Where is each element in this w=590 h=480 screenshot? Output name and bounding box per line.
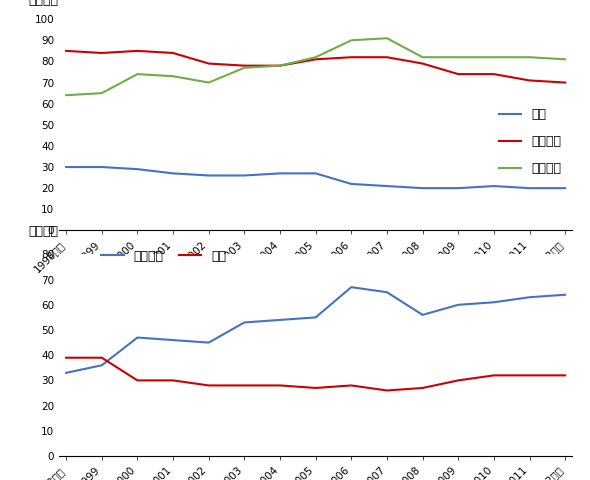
工资 [419, 185, 426, 191]
设备投资 [384, 54, 391, 60]
设备投资 [134, 48, 141, 54]
内部留存 [562, 57, 569, 62]
长期持股 [419, 312, 426, 318]
Line: 设备投资: 设备投资 [66, 51, 565, 83]
设备投资 [526, 78, 533, 84]
工资 [312, 170, 319, 176]
工资 [348, 181, 355, 187]
长期持股 [455, 302, 462, 308]
设备投资 [562, 80, 569, 85]
Text: 万亿日元: 万亿日元 [28, 0, 58, 7]
设备投资 [63, 48, 70, 54]
现金 [490, 372, 497, 378]
长期持股 [205, 340, 212, 346]
现金 [455, 377, 462, 383]
设备投资 [490, 71, 497, 77]
长期持股 [490, 300, 497, 305]
现金 [169, 377, 176, 383]
现金 [241, 383, 248, 388]
工资 [169, 170, 176, 176]
内部留存 [348, 37, 355, 43]
内部留存 [490, 54, 497, 60]
现金 [134, 377, 141, 383]
现金 [384, 388, 391, 394]
内部留存 [526, 54, 533, 60]
内部留存 [169, 73, 176, 79]
内部留存 [384, 36, 391, 41]
长期持股 [348, 284, 355, 290]
现金 [526, 372, 533, 378]
长期持股 [526, 294, 533, 300]
现金 [348, 383, 355, 388]
设备投资 [169, 50, 176, 56]
内部留存 [455, 54, 462, 60]
设备投资 [98, 50, 105, 56]
长期持股 [241, 320, 248, 325]
内部留存 [241, 65, 248, 71]
长期持股 [562, 292, 569, 298]
工资 [241, 173, 248, 179]
Legend: 长期持股, 现金: 长期持股, 现金 [96, 244, 231, 267]
现金 [205, 383, 212, 388]
工资 [384, 183, 391, 189]
内部留存 [312, 54, 319, 60]
现金 [312, 385, 319, 391]
长期持股 [134, 335, 141, 340]
设备投资 [277, 63, 284, 69]
内部留存 [205, 80, 212, 85]
长期持股 [169, 337, 176, 343]
Line: 内部留存: 内部留存 [66, 38, 565, 95]
设备投资 [455, 71, 462, 77]
Text: 万亿日元: 万亿日元 [28, 225, 58, 238]
内部留存 [98, 90, 105, 96]
设备投资 [419, 60, 426, 66]
工资 [98, 164, 105, 170]
长期持股 [98, 362, 105, 368]
现金 [63, 355, 70, 360]
长期持股 [384, 289, 391, 295]
Line: 工资: 工资 [66, 167, 565, 188]
现金 [98, 355, 105, 360]
内部留存 [63, 92, 70, 98]
内部留存 [134, 71, 141, 77]
长期持股 [277, 317, 284, 323]
Line: 长期持股: 长期持股 [66, 287, 565, 373]
设备投资 [205, 60, 212, 66]
工资 [455, 185, 462, 191]
内部留存 [419, 54, 426, 60]
内部留存 [277, 63, 284, 69]
工资 [63, 164, 70, 170]
设备投资 [312, 57, 319, 62]
长期持股 [312, 314, 319, 320]
工资 [277, 170, 284, 176]
工资 [526, 185, 533, 191]
Line: 现金: 现金 [66, 358, 565, 391]
Legend: 工资, 设备投资, 内部留存: 工资, 设备投资, 内部留存 [494, 104, 566, 180]
现金 [419, 385, 426, 391]
现金 [277, 383, 284, 388]
现金 [562, 372, 569, 378]
工资 [205, 173, 212, 179]
工资 [134, 166, 141, 172]
设备投资 [348, 54, 355, 60]
长期持股 [63, 370, 70, 376]
工资 [562, 185, 569, 191]
工资 [490, 183, 497, 189]
设备投资 [241, 63, 248, 69]
